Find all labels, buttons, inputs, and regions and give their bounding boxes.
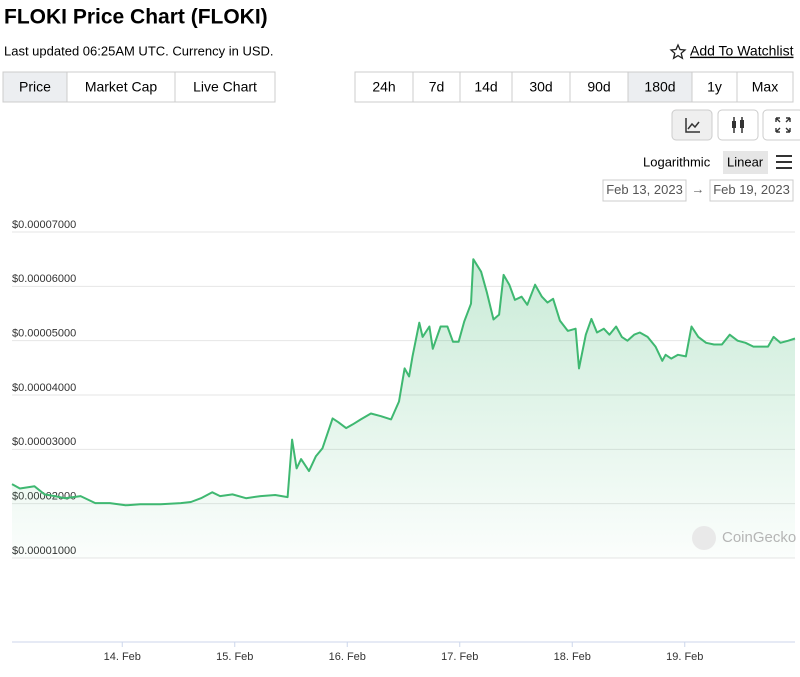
x-tick-label: 16. Feb: [329, 651, 366, 663]
button-label[interactable]: 24h: [372, 79, 395, 95]
button-label[interactable]: 1y: [707, 79, 722, 95]
line-icon: [685, 118, 700, 133]
candle-body: [732, 121, 736, 128]
button[interactable]: [459, 71, 513, 103]
watermark: CoinGecko: [722, 529, 796, 546]
x-tick-label: 17. Feb: [441, 651, 478, 663]
price-area: [12, 259, 795, 558]
button[interactable]: [627, 71, 693, 103]
scale-option[interactable]: Logarithmic: [643, 154, 711, 169]
scale-option[interactable]: Linear: [727, 154, 764, 169]
y-tick-label: $0.00005000: [12, 328, 76, 340]
price-line: [11, 258, 796, 507]
y-tick-label: $0.00004000: [12, 382, 76, 394]
button-label[interactable]: Max: [752, 79, 778, 95]
y-tick-label: $0.00006000: [12, 273, 76, 285]
x-tick-label: 15. Feb: [216, 651, 253, 663]
arrow: →: [692, 181, 705, 196]
button[interactable]: [412, 71, 461, 103]
candle-body: [740, 120, 744, 128]
menu-icon[interactable]: [776, 155, 792, 169]
y-tick-label: $0.00007000: [12, 219, 76, 231]
watchlist-link[interactable]: Add To Watchlist: [690, 43, 794, 59]
button-label[interactable]: 14d: [474, 79, 497, 95]
button[interactable]: [691, 71, 738, 103]
button[interactable]: [174, 71, 276, 103]
date-from[interactable]: Feb 13, 2023: [606, 182, 683, 197]
button[interactable]: [66, 71, 176, 103]
y-tick-label: $0.00003000: [12, 436, 76, 448]
date-to[interactable]: Feb 19, 2023: [713, 182, 790, 197]
x-tick-label: 18. Feb: [554, 651, 591, 663]
date-to-box[interactable]: [709, 179, 794, 202]
button[interactable]: [511, 71, 571, 103]
star-icon[interactable]: [669, 43, 687, 60]
chart-type-buttons: [671, 109, 800, 141]
title: FLOKI Price Chart (FLOKI): [4, 6, 268, 29]
fullscreen-icon: [775, 117, 791, 133]
watermark-logo: [692, 526, 716, 550]
date-from-box[interactable]: [602, 179, 687, 202]
scale-active-bg: [723, 151, 768, 174]
button-label[interactable]: 90d: [587, 79, 610, 95]
button-label[interactable]: Price: [19, 79, 51, 95]
x-tick-label: 19. Feb: [666, 651, 703, 663]
button-label[interactable]: 7d: [429, 79, 445, 95]
button-label[interactable]: 180d: [644, 79, 675, 95]
button-label[interactable]: Live Chart: [193, 79, 257, 95]
button[interactable]: [569, 71, 629, 103]
button-label[interactable]: 30d: [529, 79, 552, 95]
candle-chart-button[interactable]: [717, 109, 759, 141]
button[interactable]: [2, 71, 68, 103]
fullscreen-button[interactable]: [762, 109, 800, 141]
button-label[interactable]: Market Cap: [85, 79, 158, 95]
updated: Last updated 06:25AM UTC. Currency in US…: [4, 43, 274, 58]
button[interactable]: [736, 71, 794, 103]
x-tick-label: 14. Feb: [104, 651, 141, 663]
